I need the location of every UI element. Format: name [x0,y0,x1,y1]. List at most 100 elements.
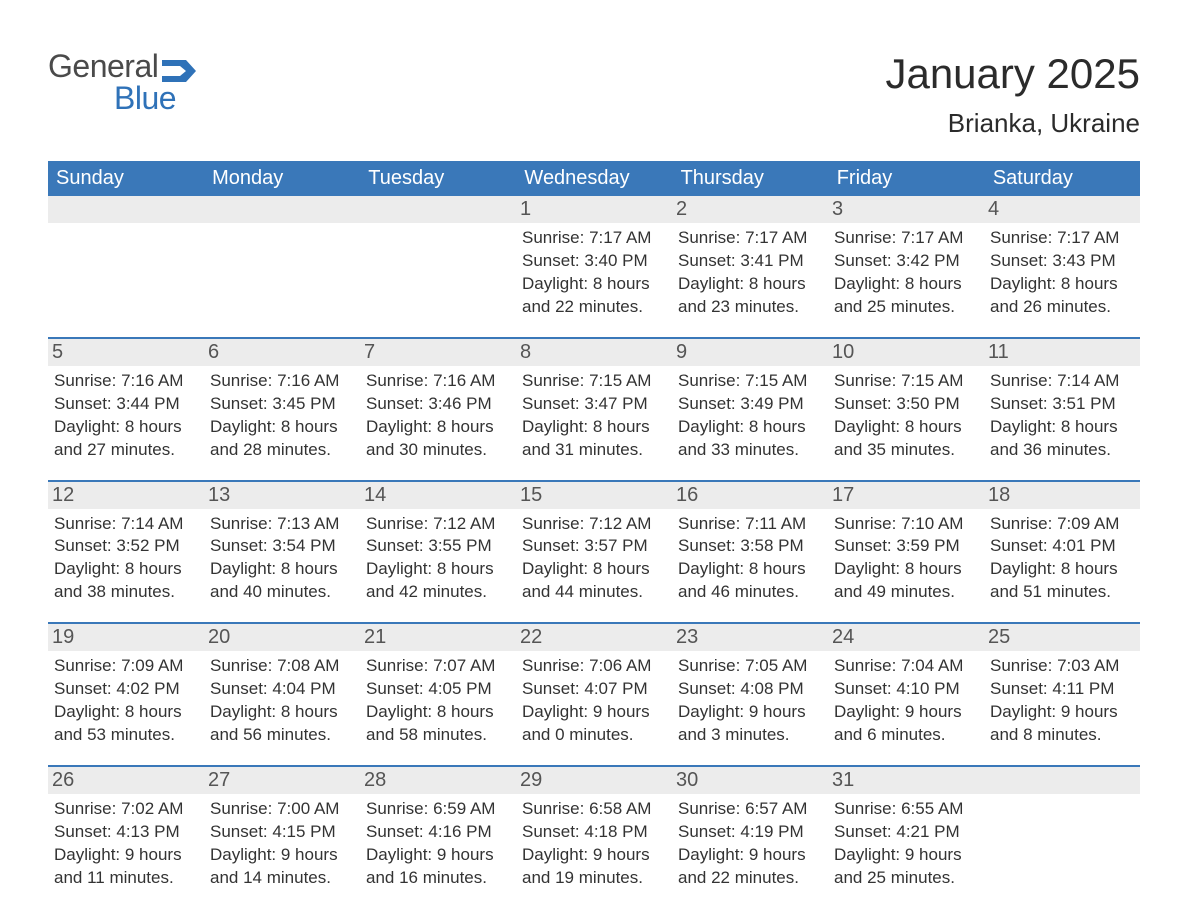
daylight-text: Daylight: 8 hours [54,416,198,439]
calendar-day-cell [48,196,204,337]
day-number: 4 [988,198,999,220]
day-info: Sunrise: 7:12 AMSunset: 3:55 PMDaylight:… [366,513,510,605]
calendar-day-cell: 15Sunrise: 7:12 AMSunset: 3:57 PMDayligh… [516,482,672,623]
day-number-row: 9 [672,339,828,366]
daylight-text: and 19 minutes. [522,867,666,890]
calendar-day-cell: 19Sunrise: 7:09 AMSunset: 4:02 PMDayligh… [48,624,204,765]
day-info: Sunrise: 7:10 AMSunset: 3:59 PMDaylight:… [834,513,978,605]
sunrise-text: Sunrise: 7:05 AM [678,655,822,678]
day-info: Sunrise: 7:07 AMSunset: 4:05 PMDaylight:… [366,655,510,747]
calendar-day-cell [204,196,360,337]
calendar-week-row: 5Sunrise: 7:16 AMSunset: 3:44 PMDaylight… [48,337,1140,480]
sunset-text: Sunset: 3:44 PM [54,393,198,416]
day-info: Sunrise: 7:09 AMSunset: 4:02 PMDaylight:… [54,655,198,747]
daylight-text: and 38 minutes. [54,581,198,604]
daylight-text: Daylight: 8 hours [366,701,510,724]
sunset-text: Sunset: 3:42 PM [834,250,978,273]
daylight-text: and 16 minutes. [366,867,510,890]
sunset-text: Sunset: 3:49 PM [678,393,822,416]
sunset-text: Sunset: 4:15 PM [210,821,354,844]
sunset-text: Sunset: 4:08 PM [678,678,822,701]
sunrise-text: Sunrise: 6:59 AM [366,798,510,821]
calendar-day-cell: 11Sunrise: 7:14 AMSunset: 3:51 PMDayligh… [984,339,1140,480]
weekday-header: Sunday [48,161,203,196]
day-number: 27 [208,769,230,791]
day-number-row: 28 [360,767,516,794]
calendar-day-cell: 31Sunrise: 6:55 AMSunset: 4:21 PMDayligh… [828,767,984,908]
weekday-header: Thursday [672,161,828,196]
day-number: 24 [832,626,854,648]
day-info: Sunrise: 7:08 AMSunset: 4:04 PMDaylight:… [210,655,354,747]
sunset-text: Sunset: 3:47 PM [522,393,666,416]
daylight-text: and 6 minutes. [834,724,978,747]
day-number-row: 8 [516,339,672,366]
day-number-row: 30 [672,767,828,794]
sunset-text: Sunset: 4:01 PM [990,535,1134,558]
day-info: Sunrise: 7:16 AMSunset: 3:46 PMDaylight:… [366,370,510,462]
day-info: Sunrise: 7:03 AMSunset: 4:11 PMDaylight:… [990,655,1134,747]
day-info: Sunrise: 7:04 AMSunset: 4:10 PMDaylight:… [834,655,978,747]
sunrise-text: Sunrise: 7:12 AM [366,513,510,536]
sunset-text: Sunset: 3:59 PM [834,535,978,558]
sunset-text: Sunset: 4:11 PM [990,678,1134,701]
daylight-text: and 44 minutes. [522,581,666,604]
day-number-row: 15 [516,482,672,509]
calendar-day-cell: 3Sunrise: 7:17 AMSunset: 3:42 PMDaylight… [828,196,984,337]
calendar-day-cell: 10Sunrise: 7:15 AMSunset: 3:50 PMDayligh… [828,339,984,480]
sunrise-text: Sunrise: 7:14 AM [54,513,198,536]
calendar-day-cell: 6Sunrise: 7:16 AMSunset: 3:45 PMDaylight… [204,339,360,480]
day-number: 8 [520,341,531,363]
day-number-row: 24 [828,624,984,651]
calendar-day-cell: 18Sunrise: 7:09 AMSunset: 4:01 PMDayligh… [984,482,1140,623]
day-number: 26 [52,769,74,791]
calendar-day-cell: 16Sunrise: 7:11 AMSunset: 3:58 PMDayligh… [672,482,828,623]
day-number-row: 13 [204,482,360,509]
calendar-day-cell [984,767,1140,908]
sunset-text: Sunset: 3:52 PM [54,535,198,558]
logo-text-blue: Blue [114,82,196,114]
sunrise-text: Sunrise: 7:03 AM [990,655,1134,678]
day-info: Sunrise: 6:59 AMSunset: 4:16 PMDaylight:… [366,798,510,890]
day-number: 23 [676,626,698,648]
day-info: Sunrise: 7:17 AMSunset: 3:40 PMDaylight:… [522,227,666,319]
day-number-row: 11 [984,339,1140,366]
weekday-header: Wednesday [515,161,671,196]
day-info: Sunrise: 6:58 AMSunset: 4:18 PMDaylight:… [522,798,666,890]
calendar-day-cell: 2Sunrise: 7:17 AMSunset: 3:41 PMDaylight… [672,196,828,337]
sunrise-text: Sunrise: 7:13 AM [210,513,354,536]
day-number-row: 27 [204,767,360,794]
sunset-text: Sunset: 4:21 PM [834,821,978,844]
sunset-text: Sunset: 3:55 PM [366,535,510,558]
daylight-text: Daylight: 9 hours [522,844,666,867]
calendar-day-cell: 17Sunrise: 7:10 AMSunset: 3:59 PMDayligh… [828,482,984,623]
daylight-text: and 53 minutes. [54,724,198,747]
sunset-text: Sunset: 4:07 PM [522,678,666,701]
sunset-text: Sunset: 3:50 PM [834,393,978,416]
day-number: 14 [364,484,386,506]
day-number-row: 7 [360,339,516,366]
calendar-week-row: 12Sunrise: 7:14 AMSunset: 3:52 PMDayligh… [48,480,1140,623]
sunrise-text: Sunrise: 7:07 AM [366,655,510,678]
page-header: General Blue January 2025 Brianka, Ukrai… [48,50,1140,151]
calendar-day-cell: 26Sunrise: 7:02 AMSunset: 4:13 PMDayligh… [48,767,204,908]
daylight-text: Daylight: 9 hours [678,844,822,867]
daylight-text: Daylight: 9 hours [522,701,666,724]
day-info: Sunrise: 7:00 AMSunset: 4:15 PMDaylight:… [210,798,354,890]
sunrise-text: Sunrise: 7:09 AM [990,513,1134,536]
calendar-day-cell: 21Sunrise: 7:07 AMSunset: 4:05 PMDayligh… [360,624,516,765]
day-number-row: 4 [984,196,1140,223]
weekday-header: Friday [828,161,984,196]
sunset-text: Sunset: 3:54 PM [210,535,354,558]
day-number: 10 [832,341,854,363]
daylight-text: and 22 minutes. [678,867,822,890]
calendar-day-cell: 22Sunrise: 7:06 AMSunset: 4:07 PMDayligh… [516,624,672,765]
daylight-text: and 46 minutes. [678,581,822,604]
weekday-header: Monday [203,161,359,196]
calendar-day-cell: 12Sunrise: 7:14 AMSunset: 3:52 PMDayligh… [48,482,204,623]
daylight-text: and 51 minutes. [990,581,1134,604]
daylight-text: Daylight: 9 hours [210,844,354,867]
daylight-text: Daylight: 9 hours [990,701,1134,724]
day-number [52,198,58,220]
sunrise-text: Sunrise: 7:15 AM [834,370,978,393]
sunset-text: Sunset: 4:05 PM [366,678,510,701]
